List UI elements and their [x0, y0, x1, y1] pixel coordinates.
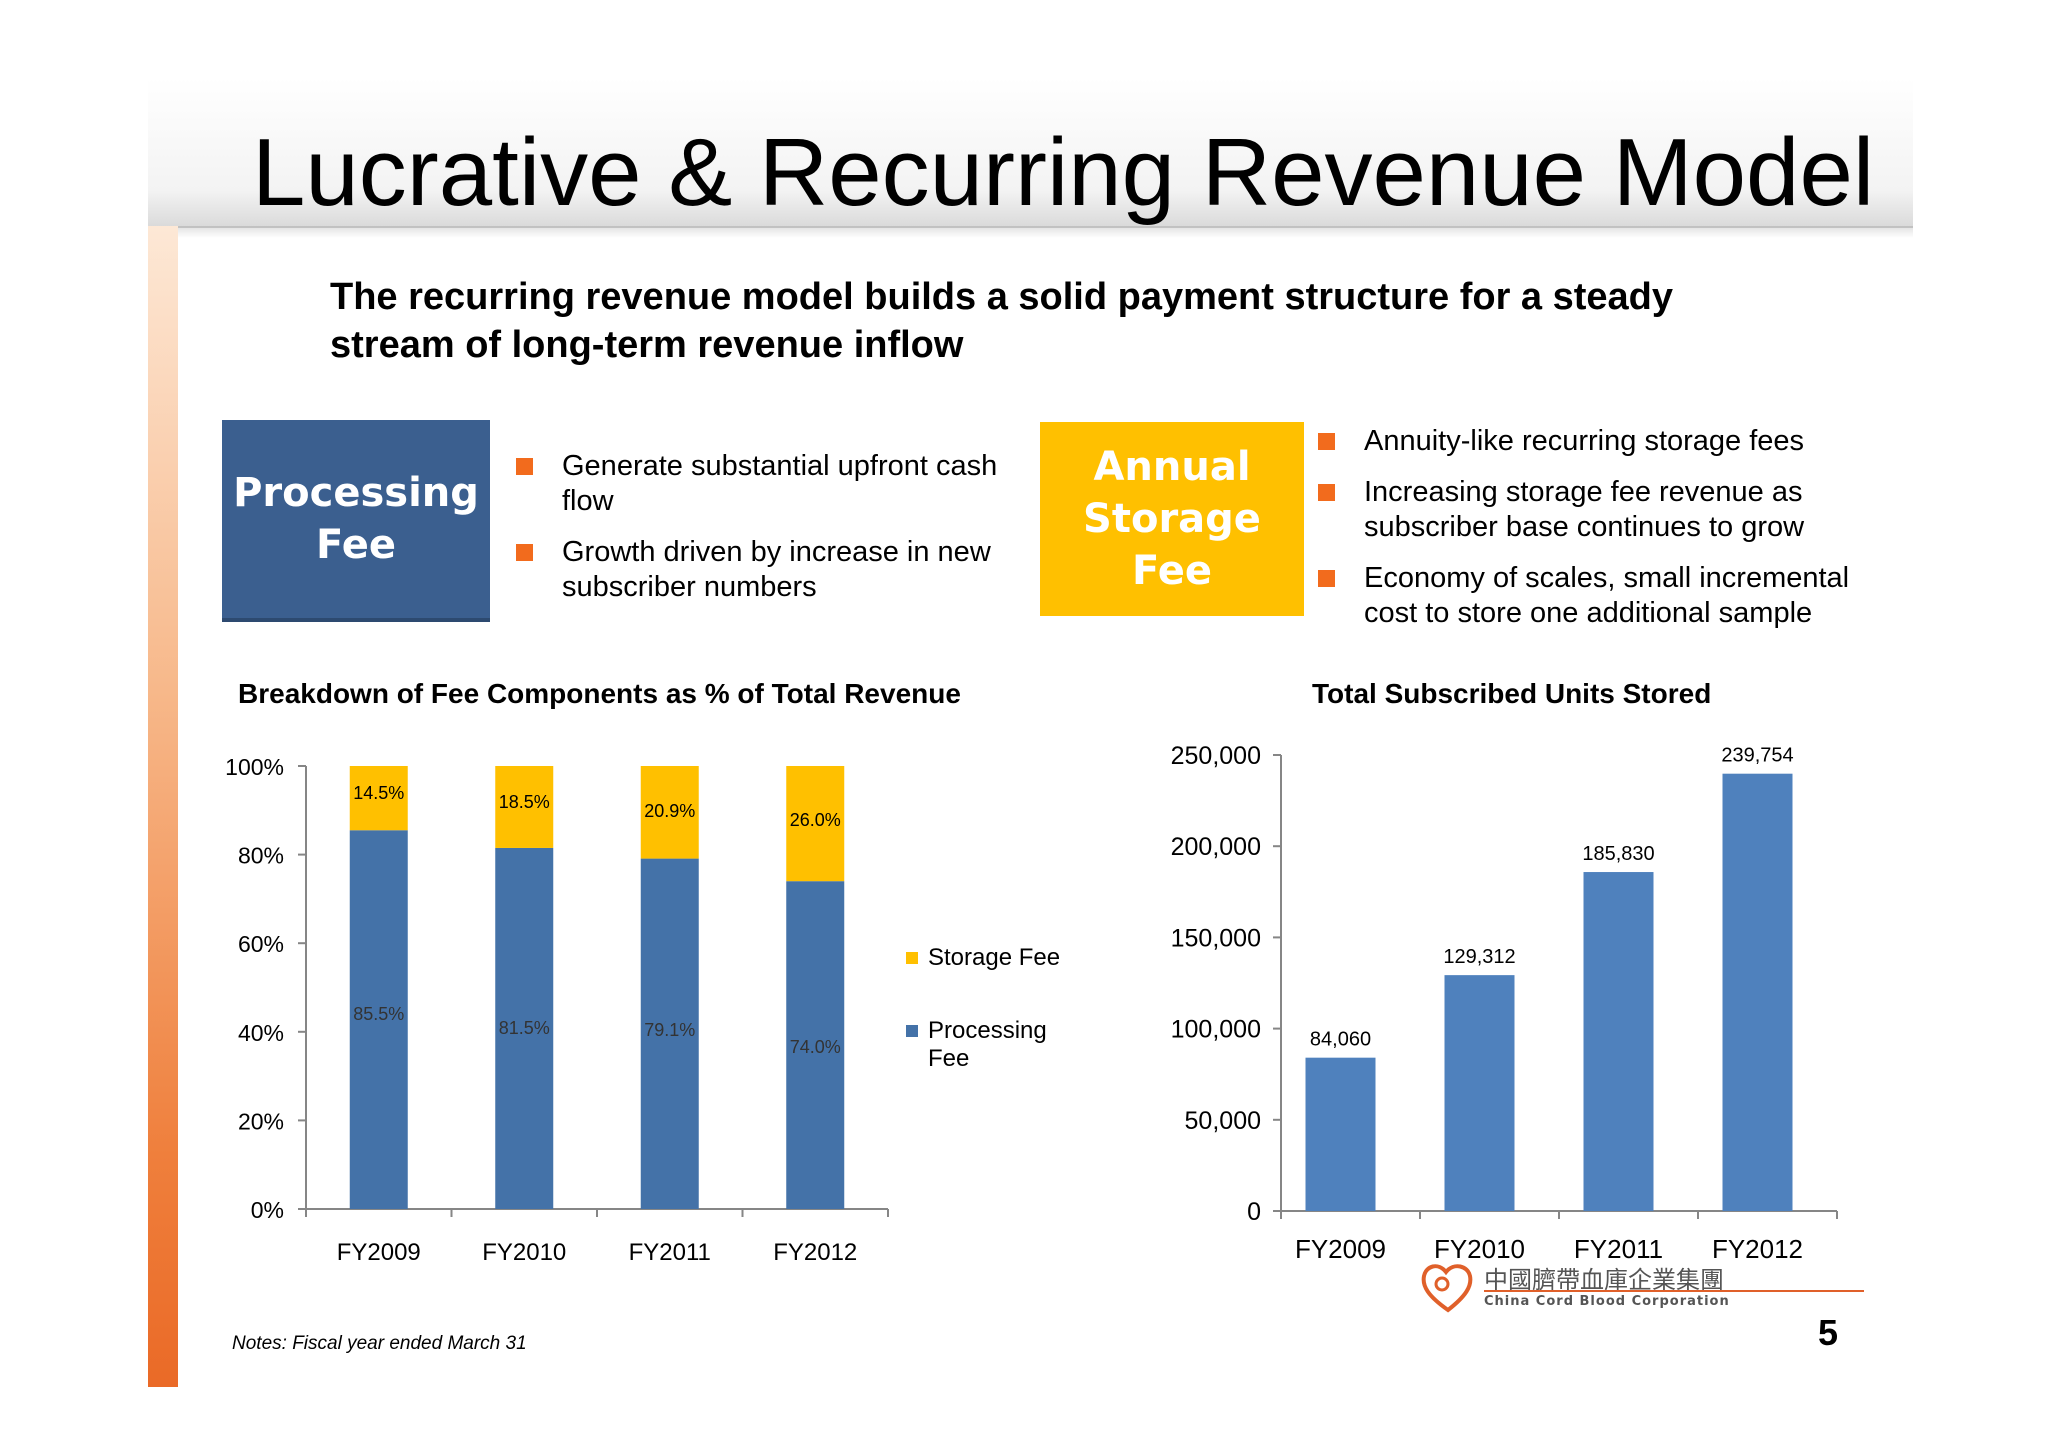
processing-fee-bar: [349, 830, 408, 1209]
bullet-item: Generate substantial upfront cash flow: [516, 449, 1016, 519]
units-data-label: 84,060: [1310, 1029, 1371, 1051]
square-bullet-icon: [516, 458, 533, 475]
y-tick-label: 60%: [238, 931, 284, 957]
units-data-label: 185,830: [1582, 843, 1654, 865]
subscribed-units-chart-title: Total Subscribed Units Stored: [1312, 678, 1712, 709]
x-category-label: FY2010: [1434, 1234, 1525, 1264]
y-tick-label: 0%: [251, 1197, 284, 1223]
heart-logo-icon: [1421, 1264, 1473, 1313]
processing-fee-bar: [786, 881, 845, 1209]
y-tick-label: 150,000: [1171, 924, 1261, 952]
x-category-label: FY2011: [629, 1239, 711, 1266]
units-data-label: 129,312: [1443, 946, 1515, 968]
processing-fee-data-label: 74.0%: [790, 1037, 841, 1057]
units-stored-bar: [1583, 872, 1654, 1211]
y-tick-label: 20%: [238, 1108, 284, 1134]
logo-chinese-text: 中國臍帶血庫企業集團: [1484, 1266, 1724, 1294]
square-bullet-icon: [1318, 570, 1335, 587]
slide-subtitle: The recurring revenue model builds a sol…: [330, 276, 1674, 366]
footnote: Notes: Fiscal year ended March 31: [232, 1333, 527, 1354]
bullet-item: Growth driven by increase in new subscri…: [516, 535, 1016, 605]
units-stored-bar: [1444, 975, 1515, 1211]
company-logo: 中國臍帶血庫企業集團 China Cord Blood Corporation: [1418, 1258, 1878, 1318]
x-category-label: FY2009: [1295, 1234, 1386, 1264]
units-stored-bar: [1722, 773, 1793, 1211]
storage-fee-data-label: 20.9%: [644, 801, 695, 821]
y-tick-label: 0: [1247, 1198, 1261, 1226]
processing-fee-label: Processing Fee: [233, 470, 479, 568]
processing-fee-data-label: 85.5%: [353, 1004, 404, 1024]
legend-processing-label-line2: Fee: [928, 1045, 969, 1072]
x-category-label: FY2012: [773, 1239, 857, 1266]
x-category-label: FY2010: [482, 1239, 566, 1266]
y-tick-label: 250,000: [1171, 742, 1261, 770]
y-tick-label: 200,000: [1171, 833, 1261, 861]
legend-storage-label: Storage Fee: [928, 944, 1060, 971]
square-bullet-icon: [516, 544, 533, 561]
processing-fee-data-label: 81.5%: [499, 1018, 550, 1038]
storage-fee-bar: [495, 766, 554, 848]
header-band: [148, 78, 1913, 228]
logo-divider: [1484, 1290, 1864, 1292]
header-shadow: [148, 226, 1913, 238]
y-tick-label: 100,000: [1171, 1016, 1261, 1044]
y-tick-label: 40%: [238, 1020, 284, 1046]
processing-fee-bullets: Generate substantial upfront cash flow G…: [516, 449, 1016, 621]
bullet-item: Annuity-like recurring storage fees: [1318, 424, 1878, 459]
legend-processing-label-line1: Processing: [928, 1017, 1047, 1044]
processing-fee-bar: [640, 858, 699, 1209]
y-tick-label: 50,000: [1185, 1107, 1261, 1135]
x-category-label: FY2011: [1574, 1234, 1663, 1264]
storage-fee-label: Annual Storage Fee: [1083, 444, 1261, 594]
storage-fee-box: Annual Storage Fee: [1040, 422, 1304, 616]
x-category-label: FY2012: [1712, 1234, 1803, 1264]
processing-fee-bar: [495, 847, 554, 1209]
storage-fee-data-label: 18.5%: [499, 792, 550, 812]
square-bullet-icon: [1318, 433, 1335, 450]
y-tick-label: 100%: [225, 754, 284, 780]
legend-processing-swatch: [906, 1025, 918, 1037]
fee-breakdown-chart-title: Breakdown of Fee Components as % of Tota…: [238, 678, 961, 709]
y-tick-label: 80%: [238, 843, 284, 869]
storage-fee-bullets: Annuity-like recurring storage fees Incr…: [1318, 424, 1878, 647]
slide-title: Lucrative & Recurring Revenue Model: [252, 119, 1875, 226]
x-category-label: FY2009: [337, 1239, 421, 1266]
storage-fee-bar: [786, 766, 845, 882]
bullet-item: Economy of scales, small incremental cos…: [1318, 561, 1878, 631]
page-number: 5: [1818, 1312, 1839, 1353]
storage-fee-bar: [349, 766, 408, 831]
units-data-label: 239,754: [1721, 745, 1793, 767]
storage-fee-bar: [640, 766, 699, 859]
logo-english-text: China Cord Blood Corporation: [1484, 1294, 1730, 1309]
square-bullet-icon: [1318, 484, 1335, 501]
storage-fee-data-label: 14.5%: [353, 783, 404, 803]
left-accent-bar: [148, 226, 178, 1387]
processing-fee-data-label: 79.1%: [644, 1020, 695, 1040]
bullet-item: Increasing storage fee revenue as subscr…: [1318, 475, 1878, 545]
storage-fee-data-label: 26.0%: [790, 810, 841, 830]
legend-storage-swatch: [906, 952, 918, 964]
units-stored-bar: [1305, 1057, 1376, 1211]
processing-fee-box: Processing Fee: [222, 420, 490, 622]
